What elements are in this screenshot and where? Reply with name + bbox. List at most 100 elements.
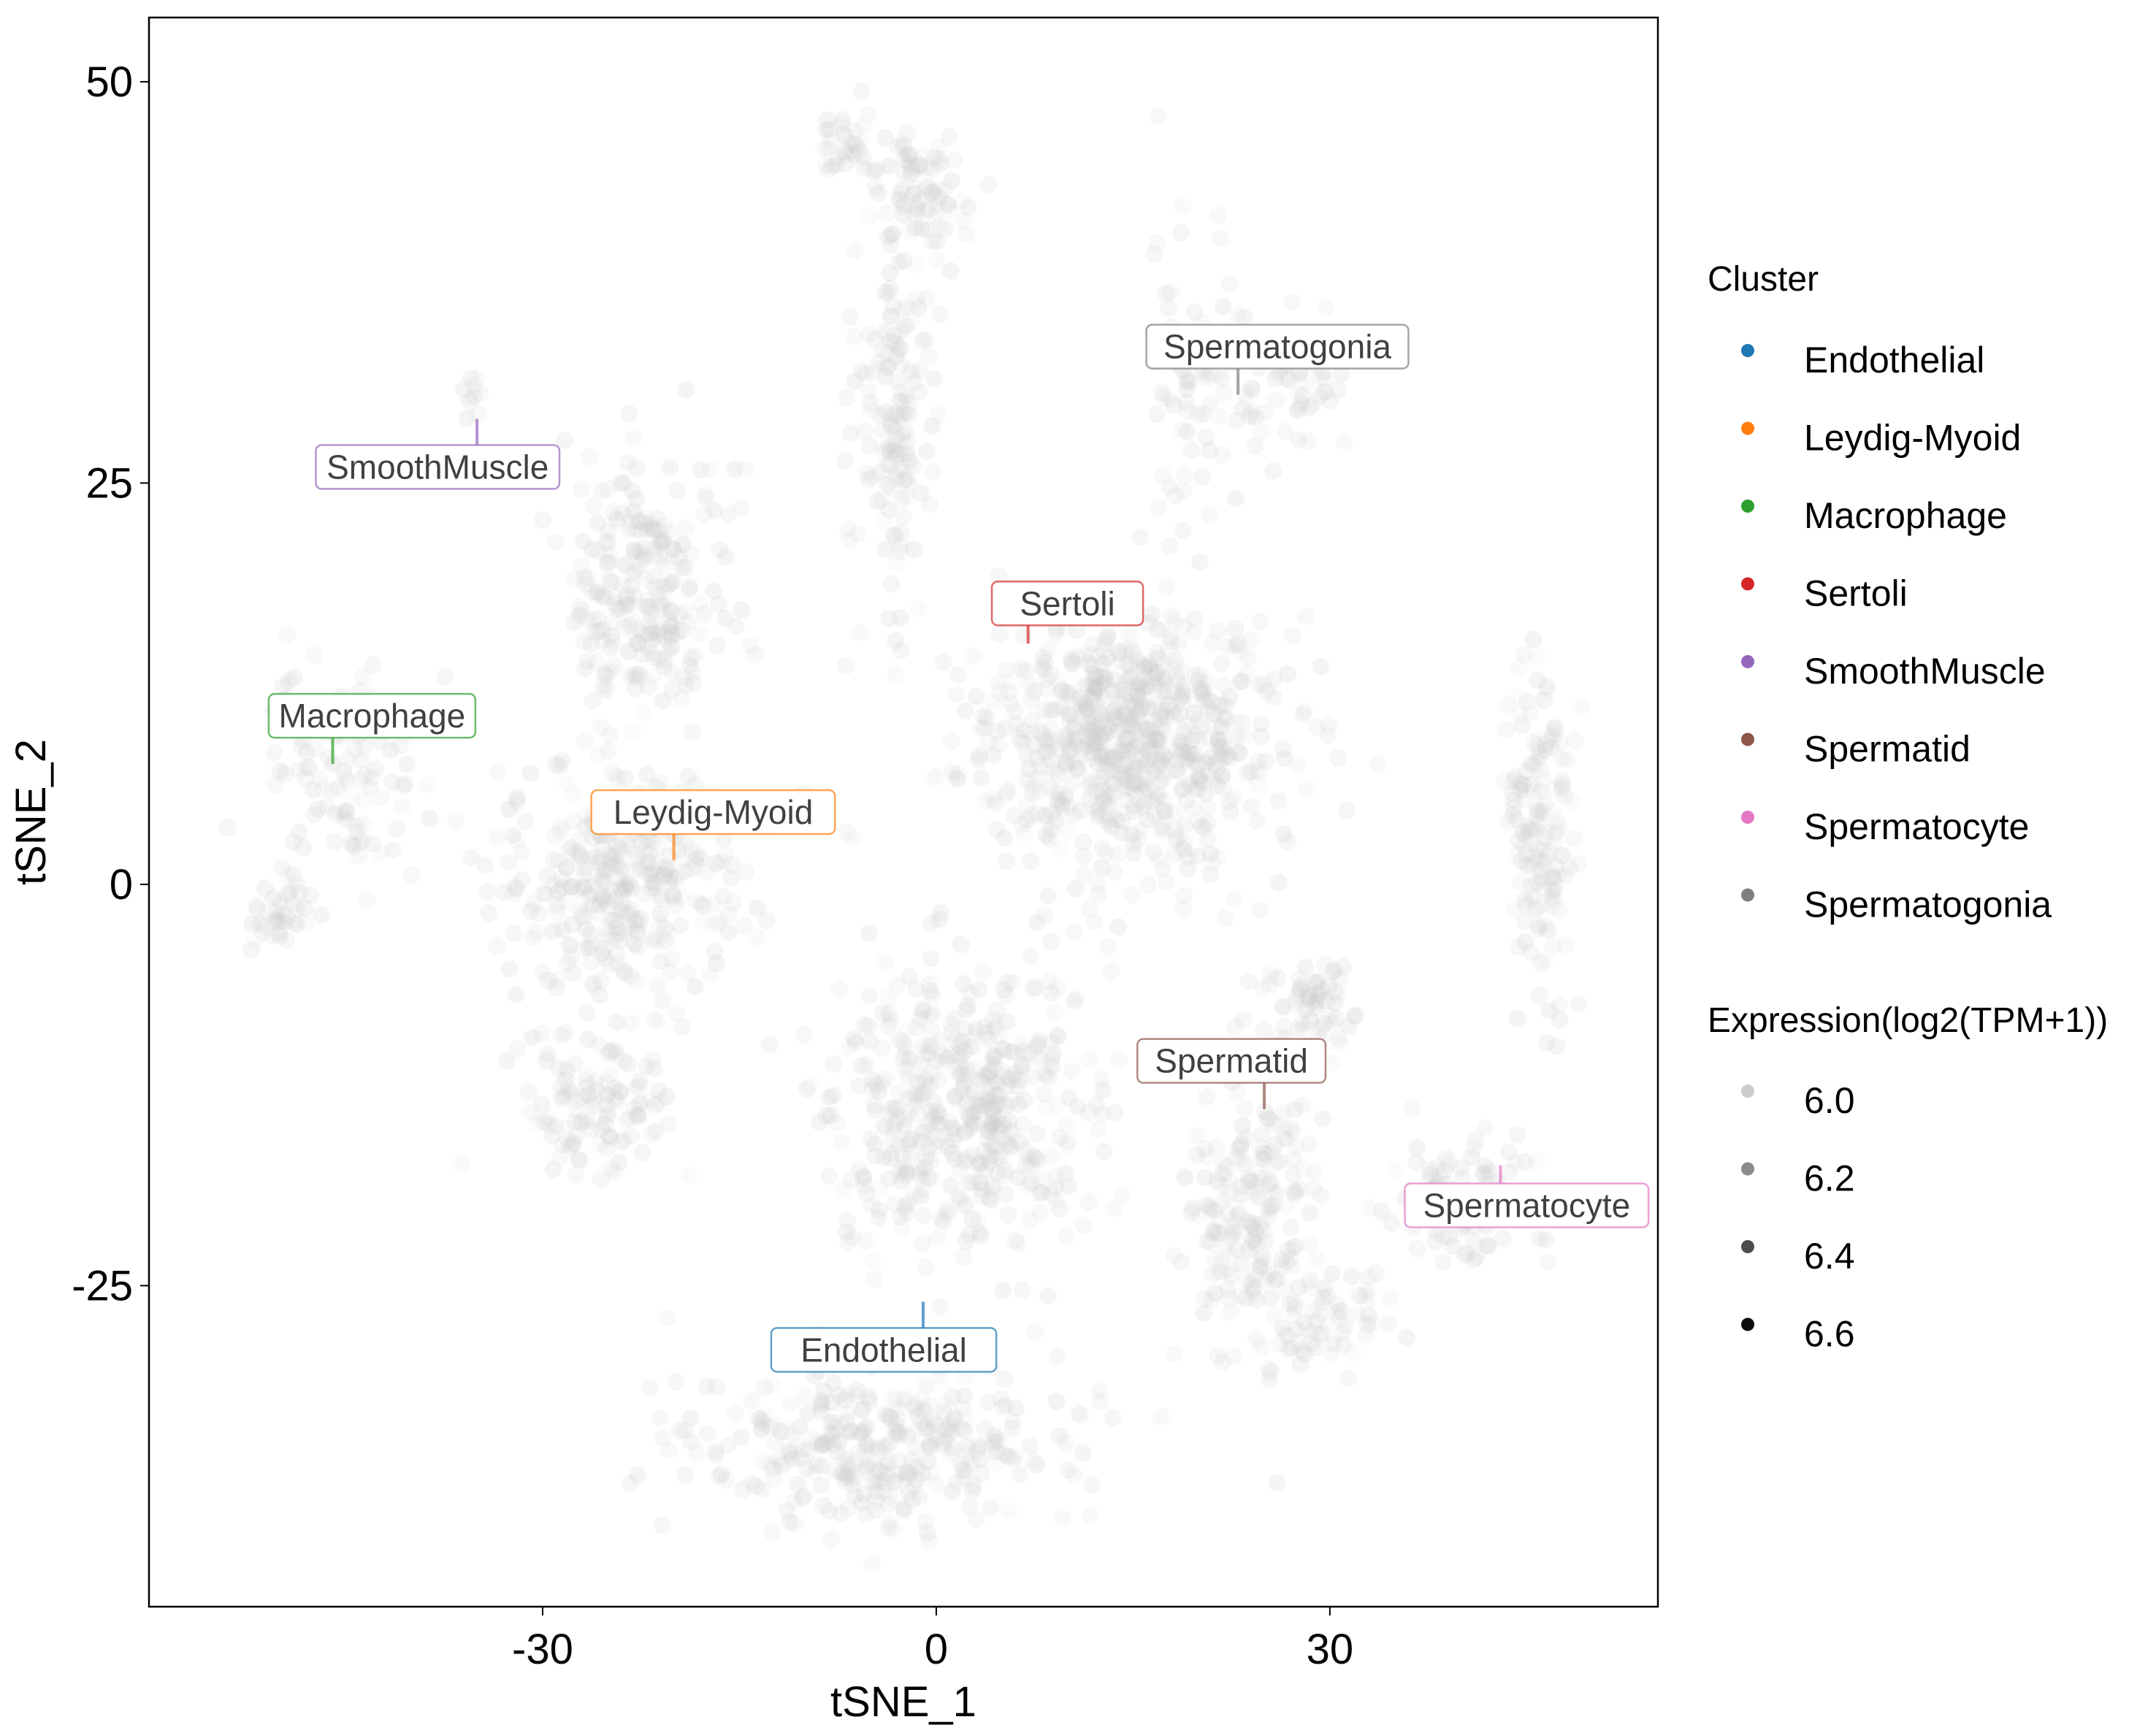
- data-point: [1539, 1253, 1557, 1271]
- data-point: [1121, 668, 1139, 686]
- data-point: [1144, 843, 1163, 861]
- data-point: [629, 669, 647, 687]
- legend-cluster-label: Spermatid: [1804, 729, 1970, 770]
- data-point: [1242, 379, 1261, 397]
- data-point: [657, 858, 676, 876]
- data-point: [1294, 386, 1312, 405]
- data-point: [284, 833, 302, 851]
- data-point: [508, 788, 526, 806]
- data-point: [658, 1309, 676, 1327]
- data-point: [264, 911, 283, 928]
- data-point: [1065, 754, 1083, 772]
- data-point: [676, 602, 695, 620]
- data-point: [1250, 676, 1269, 694]
- data-point: [1151, 674, 1169, 692]
- data-point: [592, 971, 610, 990]
- data-point: [901, 474, 919, 492]
- data-point: [1149, 649, 1167, 668]
- data-point: [1140, 691, 1158, 709]
- data-point: [620, 918, 638, 936]
- data-point: [1201, 441, 1219, 459]
- data-point: [394, 776, 413, 795]
- data-point: [832, 116, 850, 134]
- data-point: [942, 733, 960, 751]
- data-point: [895, 507, 913, 525]
- data-point: [381, 741, 400, 760]
- data-point: [855, 1419, 874, 1437]
- data-point: [1199, 830, 1217, 849]
- data-point: [796, 1387, 814, 1405]
- data-point: [1212, 717, 1231, 735]
- data-point: [874, 1004, 892, 1022]
- data-point: [465, 378, 483, 396]
- data-point: [901, 452, 918, 470]
- data-point: [243, 914, 261, 933]
- data-point: [1165, 1247, 1183, 1265]
- data-point: [902, 223, 920, 241]
- data-point: [1086, 736, 1104, 754]
- data-point: [1275, 1017, 1293, 1036]
- data-point: [1171, 705, 1189, 723]
- data-point: [1476, 1119, 1494, 1137]
- data-point: [957, 225, 976, 243]
- data-point: [398, 755, 416, 773]
- data-point: [504, 924, 522, 942]
- data-point: [895, 150, 913, 169]
- data-point: [1183, 800, 1201, 818]
- data-point: [1301, 1271, 1319, 1290]
- data-point: [294, 838, 313, 857]
- data-point: [1028, 805, 1047, 823]
- data-point: [931, 188, 949, 207]
- data-point: [989, 1111, 1007, 1128]
- data-point: [1293, 976, 1312, 994]
- data-point: [630, 621, 648, 639]
- data-point: [1063, 774, 1082, 792]
- data-point: [1081, 789, 1099, 808]
- data-point: [1036, 906, 1054, 925]
- data-point: [476, 857, 494, 874]
- data-point: [1018, 811, 1036, 829]
- data-point: [266, 776, 284, 794]
- data-point: [767, 1416, 785, 1434]
- data-point: [1071, 694, 1089, 712]
- data-point: [980, 733, 998, 751]
- data-point: [1155, 802, 1174, 820]
- data-point: [1117, 725, 1135, 743]
- data-point: [1143, 605, 1161, 624]
- data-point: [1535, 691, 1553, 709]
- data-point: [1031, 758, 1049, 776]
- data-point: [884, 1391, 903, 1409]
- data-point: [1166, 707, 1184, 725]
- data-point: [1201, 865, 1220, 883]
- data-point: [934, 653, 952, 671]
- data-point: [1044, 762, 1063, 780]
- data-point: [911, 362, 929, 380]
- data-point: [1200, 700, 1218, 718]
- data-point: [1199, 673, 1217, 691]
- data-point: [646, 567, 664, 586]
- data-point: [1188, 780, 1206, 798]
- data-point: [706, 1443, 725, 1461]
- data-point: [645, 521, 663, 540]
- data-point: [1073, 747, 1091, 765]
- legend-cluster-key: [1741, 421, 1754, 435]
- data-point: [838, 145, 856, 164]
- data-point: [1264, 462, 1282, 480]
- data-point: [1174, 839, 1192, 857]
- data-point: [917, 289, 936, 307]
- data-point: [746, 646, 765, 664]
- data-point: [979, 176, 998, 194]
- data-point: [1162, 607, 1180, 624]
- data-point: [629, 512, 647, 530]
- data-point: [580, 568, 598, 586]
- data-point: [1063, 1063, 1081, 1081]
- data-point: [1007, 715, 1025, 733]
- data-point: [1053, 795, 1071, 813]
- data-point: [1212, 739, 1230, 757]
- data-point: [939, 195, 957, 213]
- data-point: [644, 547, 662, 565]
- data-point: [974, 962, 992, 980]
- data-point: [1255, 1150, 1273, 1169]
- data-point: [1194, 685, 1212, 703]
- data-point: [964, 647, 982, 665]
